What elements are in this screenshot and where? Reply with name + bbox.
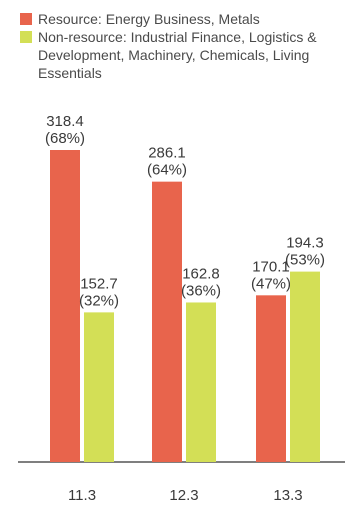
legend-label-resource: Resource: Energy Business, Metals [38, 11, 260, 27]
data-label-value-resource-11-3: 318.4 [46, 113, 84, 130]
legend-item-non-resource: Non-resource: Industrial Finance, Logist… [20, 28, 350, 82]
data-label-value-resource-12-3: 286.1 [148, 145, 186, 162]
data-label-value-non-resource-13-3: 194.3 [286, 235, 324, 252]
data-label-value-non-resource-11-3: 152.7 [80, 275, 118, 292]
bar-resource-12-3 [152, 181, 182, 462]
data-label-share-resource-11-3: (68%) [45, 130, 85, 147]
data-label-share-non-resource-11-3: (32%) [79, 292, 119, 309]
bar-non-resource-12-3 [186, 302, 216, 462]
bar-resource-11-3 [50, 150, 80, 462]
legend-swatch-non-resource [20, 31, 32, 43]
data-label-value-resource-13-3: 170.1 [252, 258, 290, 275]
data-label-share-non-resource-13-3: (53%) [285, 252, 325, 269]
x-tick-label-11-3: 11.3 [68, 487, 96, 504]
data-label-share-non-resource-12-3: (36%) [181, 282, 221, 299]
data-label-value-non-resource-12-3: 162.8 [182, 265, 220, 282]
legend-label-non-resource: Non-resource: Industrial Finance, Logist… [38, 29, 317, 81]
legend-swatch-resource [20, 13, 32, 25]
bar-resource-13-3 [256, 295, 286, 462]
data-label-share-resource-13-3: (47%) [251, 275, 291, 292]
x-tick-label-12-3: 12.3 [169, 487, 198, 504]
legend: Resource: Energy Business, Metals Non-re… [20, 10, 350, 82]
bar-non-resource-13-3 [290, 271, 320, 462]
x-tick-label-13-3: 13.3 [273, 487, 302, 504]
data-label-share-resource-12-3: (64%) [147, 162, 187, 179]
legend-item-resource: Resource: Energy Business, Metals [20, 10, 350, 28]
bar-non-resource-11-3 [84, 312, 114, 462]
